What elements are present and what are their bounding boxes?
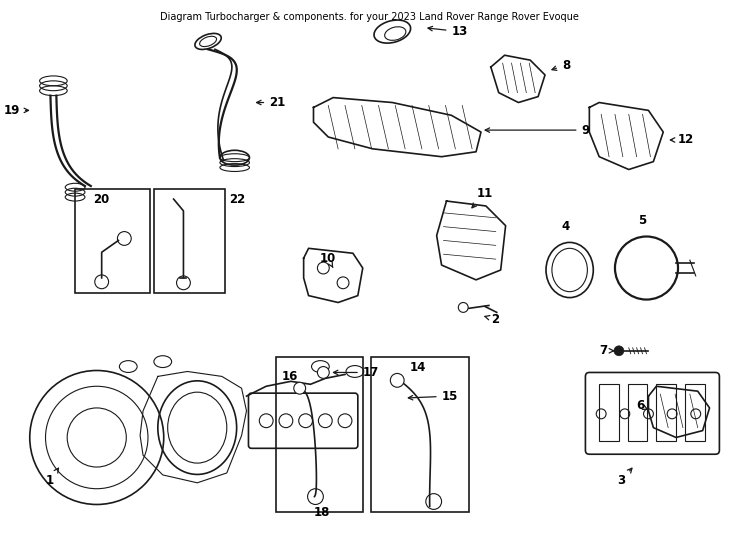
- Text: Diagram Turbocharger & components. for your 2023 Land Rover Range Rover Evoque: Diagram Turbocharger & components. for y…: [160, 12, 579, 22]
- Bar: [371, 357, 469, 512]
- Text: 12: 12: [670, 133, 694, 146]
- Text: 1: 1: [46, 468, 59, 487]
- Circle shape: [294, 382, 305, 394]
- Text: 20: 20: [92, 193, 109, 206]
- Text: 3: 3: [617, 468, 632, 487]
- Text: 6: 6: [636, 400, 647, 413]
- Text: 22: 22: [229, 193, 245, 206]
- Text: 2: 2: [485, 313, 499, 326]
- Bar: [75, 189, 150, 293]
- Text: 5: 5: [639, 214, 647, 227]
- Text: 9: 9: [485, 124, 589, 137]
- Text: 14: 14: [410, 361, 426, 374]
- Bar: [276, 357, 363, 512]
- Circle shape: [317, 367, 330, 379]
- Text: 11: 11: [472, 187, 493, 208]
- Text: 8: 8: [552, 58, 570, 72]
- Text: 13: 13: [428, 25, 468, 38]
- Text: 21: 21: [257, 96, 286, 109]
- Bar: [656, 384, 676, 441]
- Text: 15: 15: [408, 389, 458, 403]
- Bar: [685, 384, 705, 441]
- Circle shape: [614, 346, 624, 356]
- Text: 4: 4: [562, 220, 570, 233]
- Bar: [628, 384, 647, 441]
- Ellipse shape: [385, 27, 406, 40]
- Text: 16: 16: [282, 370, 298, 383]
- Ellipse shape: [552, 248, 587, 292]
- Circle shape: [458, 302, 468, 312]
- Bar: [154, 189, 225, 293]
- Text: 19: 19: [4, 104, 29, 117]
- Bar: [599, 384, 619, 441]
- Circle shape: [390, 374, 404, 387]
- Text: 7: 7: [599, 345, 614, 357]
- Text: 10: 10: [319, 252, 335, 267]
- Text: 18: 18: [313, 507, 330, 519]
- Text: 17: 17: [333, 366, 379, 379]
